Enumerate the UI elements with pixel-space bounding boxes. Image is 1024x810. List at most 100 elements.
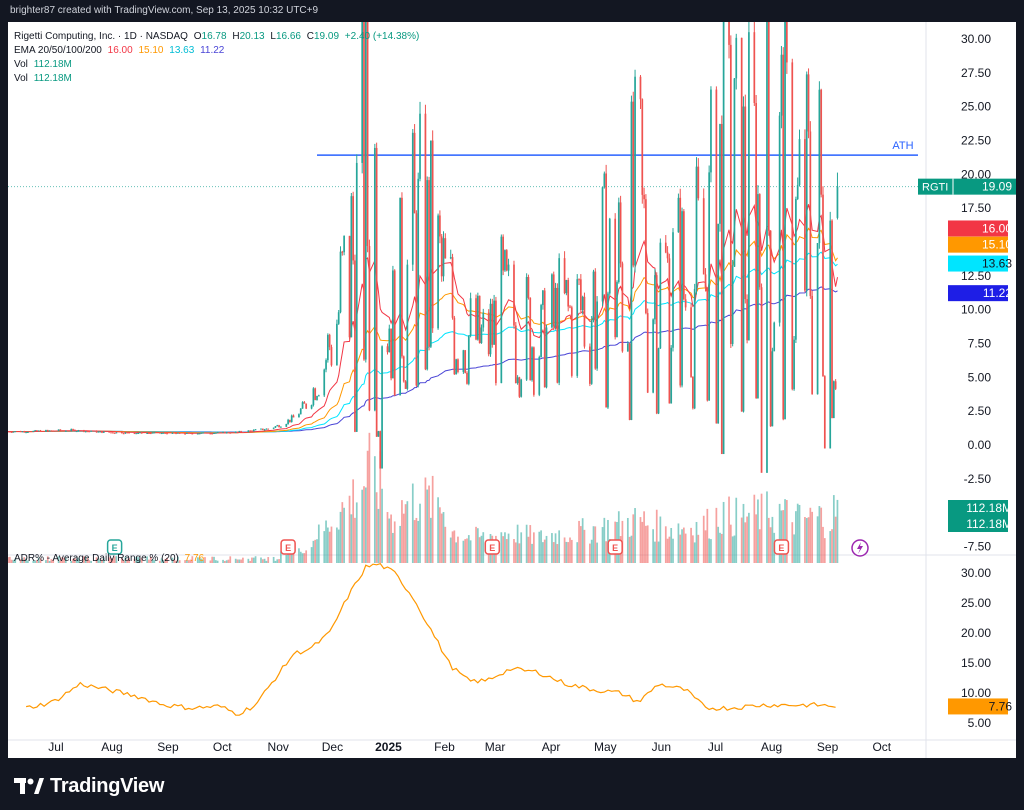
candle-body	[276, 425, 279, 427]
volume-bar	[758, 529, 761, 563]
volume-bar	[411, 483, 414, 563]
chart-frame[interactable]: 30.00 27.50 25.00 22.50 20.00 17.50 15.00 12.50…	[7, 0, 1016, 758]
volume-bar	[39, 558, 42, 563]
volume-bar	[375, 492, 378, 563]
volume-bar	[829, 531, 832, 563]
candle-body	[406, 264, 409, 389]
candle-body	[21, 431, 24, 433]
adr-badge: 7.76	[948, 698, 1012, 715]
candle-body	[428, 180, 430, 347]
candle-body	[415, 213, 418, 386]
flash-bolt	[857, 542, 863, 554]
candle-body	[184, 433, 186, 435]
candle-body	[480, 327, 483, 344]
volume-bar	[780, 510, 783, 563]
volume-bar	[641, 521, 644, 563]
volume-bar	[748, 512, 750, 563]
ema200-line	[8, 286, 838, 433]
candle-body	[543, 290, 546, 388]
volume-bar	[533, 532, 535, 563]
ema50-line	[8, 227, 838, 434]
volume-bar	[99, 559, 102, 563]
candle-body	[189, 432, 192, 434]
legend-ema-row[interactable]: EMA 20/50/100/200 16.00 15.10 13.63 11.2…	[14, 44, 227, 58]
volume-bar	[646, 525, 649, 563]
chart-canvas[interactable]: 30.00 27.50 25.00 22.50 20.00 17.50 15.00 12.50…	[7, 0, 1016, 758]
volume-bar	[482, 532, 485, 563]
ema100-badge-bg	[948, 255, 1008, 272]
volume-bar	[247, 558, 250, 563]
legend-vol1-row[interactable]: Vol 112.18M	[14, 58, 75, 72]
volume-bar	[431, 475, 434, 563]
volume-bar	[576, 542, 579, 563]
candle-body	[298, 414, 300, 418]
volume-bar	[668, 536, 671, 563]
volume-bar	[655, 509, 658, 563]
candle-body	[545, 327, 548, 388]
candle-body	[164, 432, 167, 434]
time-axis-tick: Jul	[708, 740, 723, 754]
volume-bar	[52, 560, 55, 563]
ath-label: ATH	[892, 140, 913, 152]
candle-body	[542, 290, 544, 306]
time-axis-tick: Oct	[872, 740, 891, 754]
candle-body	[238, 431, 241, 433]
legend-vol2-row[interactable]: Vol 112.18M	[14, 72, 75, 86]
volume-bar	[70, 560, 73, 563]
candle-body	[453, 317, 456, 375]
candle-body	[690, 307, 692, 377]
volume-bar	[740, 517, 743, 563]
time-axis-tick: 2025	[375, 740, 402, 754]
volume-bar	[601, 527, 604, 563]
candle-body	[337, 312, 340, 324]
candle-body	[495, 300, 497, 384]
candle-body	[10, 431, 13, 433]
candle-body	[146, 432, 149, 434]
volume-bar	[735, 497, 738, 563]
candle-body	[502, 236, 505, 271]
volume-bar	[464, 539, 467, 563]
volume-bar	[630, 535, 633, 563]
candle-body	[305, 403, 308, 409]
volume-bar	[178, 560, 181, 563]
volume-bar	[166, 557, 168, 563]
price-axis-tick: 27.50	[961, 66, 991, 80]
legend-ema100-value: 13.63	[169, 45, 195, 56]
volume-bar	[59, 560, 62, 563]
candle-body	[767, 0, 770, 231]
tradingview-logo[interactable]: TradingView	[14, 772, 164, 800]
attribution: brighter87 created with TradingView.com,…	[10, 5, 319, 16]
volume-bar	[74, 558, 76, 563]
volume-bar	[628, 536, 631, 563]
candle-body	[339, 251, 342, 313]
adr-badge-bg	[948, 698, 1008, 715]
ema20-line	[8, 203, 838, 434]
earnings-marker-label: E	[285, 543, 291, 553]
volume-bar	[760, 493, 763, 563]
volume-bar	[652, 529, 654, 563]
candle-body	[175, 433, 177, 435]
earnings-marker-box	[484, 539, 501, 555]
legend-adr-row[interactable]: ADR% - Average Daily Range % (20) 7.76	[14, 552, 207, 566]
volume-bar	[173, 559, 176, 563]
volume-bar	[83, 556, 85, 563]
volume-bar	[442, 512, 445, 563]
legend-symbol[interactable]: Rigetti Computing, Inc. · 1D · NASDAQ	[14, 31, 188, 42]
candle-body	[8, 431, 11, 433]
candle-body	[744, 106, 747, 300]
volume-bar	[710, 539, 712, 563]
candle-body	[632, 101, 635, 266]
legend-vol1-label: Vol	[14, 59, 28, 70]
candle-body	[74, 429, 76, 432]
volume-bar	[796, 503, 799, 563]
volume-bar	[816, 516, 819, 563]
volume-bar	[719, 532, 721, 563]
candle-body	[343, 235, 345, 253]
volume-bar	[462, 540, 465, 563]
volume-bar	[690, 527, 692, 563]
candle-body	[753, 32, 756, 104]
legend-ema200-value: 11.22	[200, 45, 225, 56]
volume-bar	[755, 514, 757, 563]
volume-bar	[428, 485, 430, 563]
volume-bar	[834, 516, 837, 563]
